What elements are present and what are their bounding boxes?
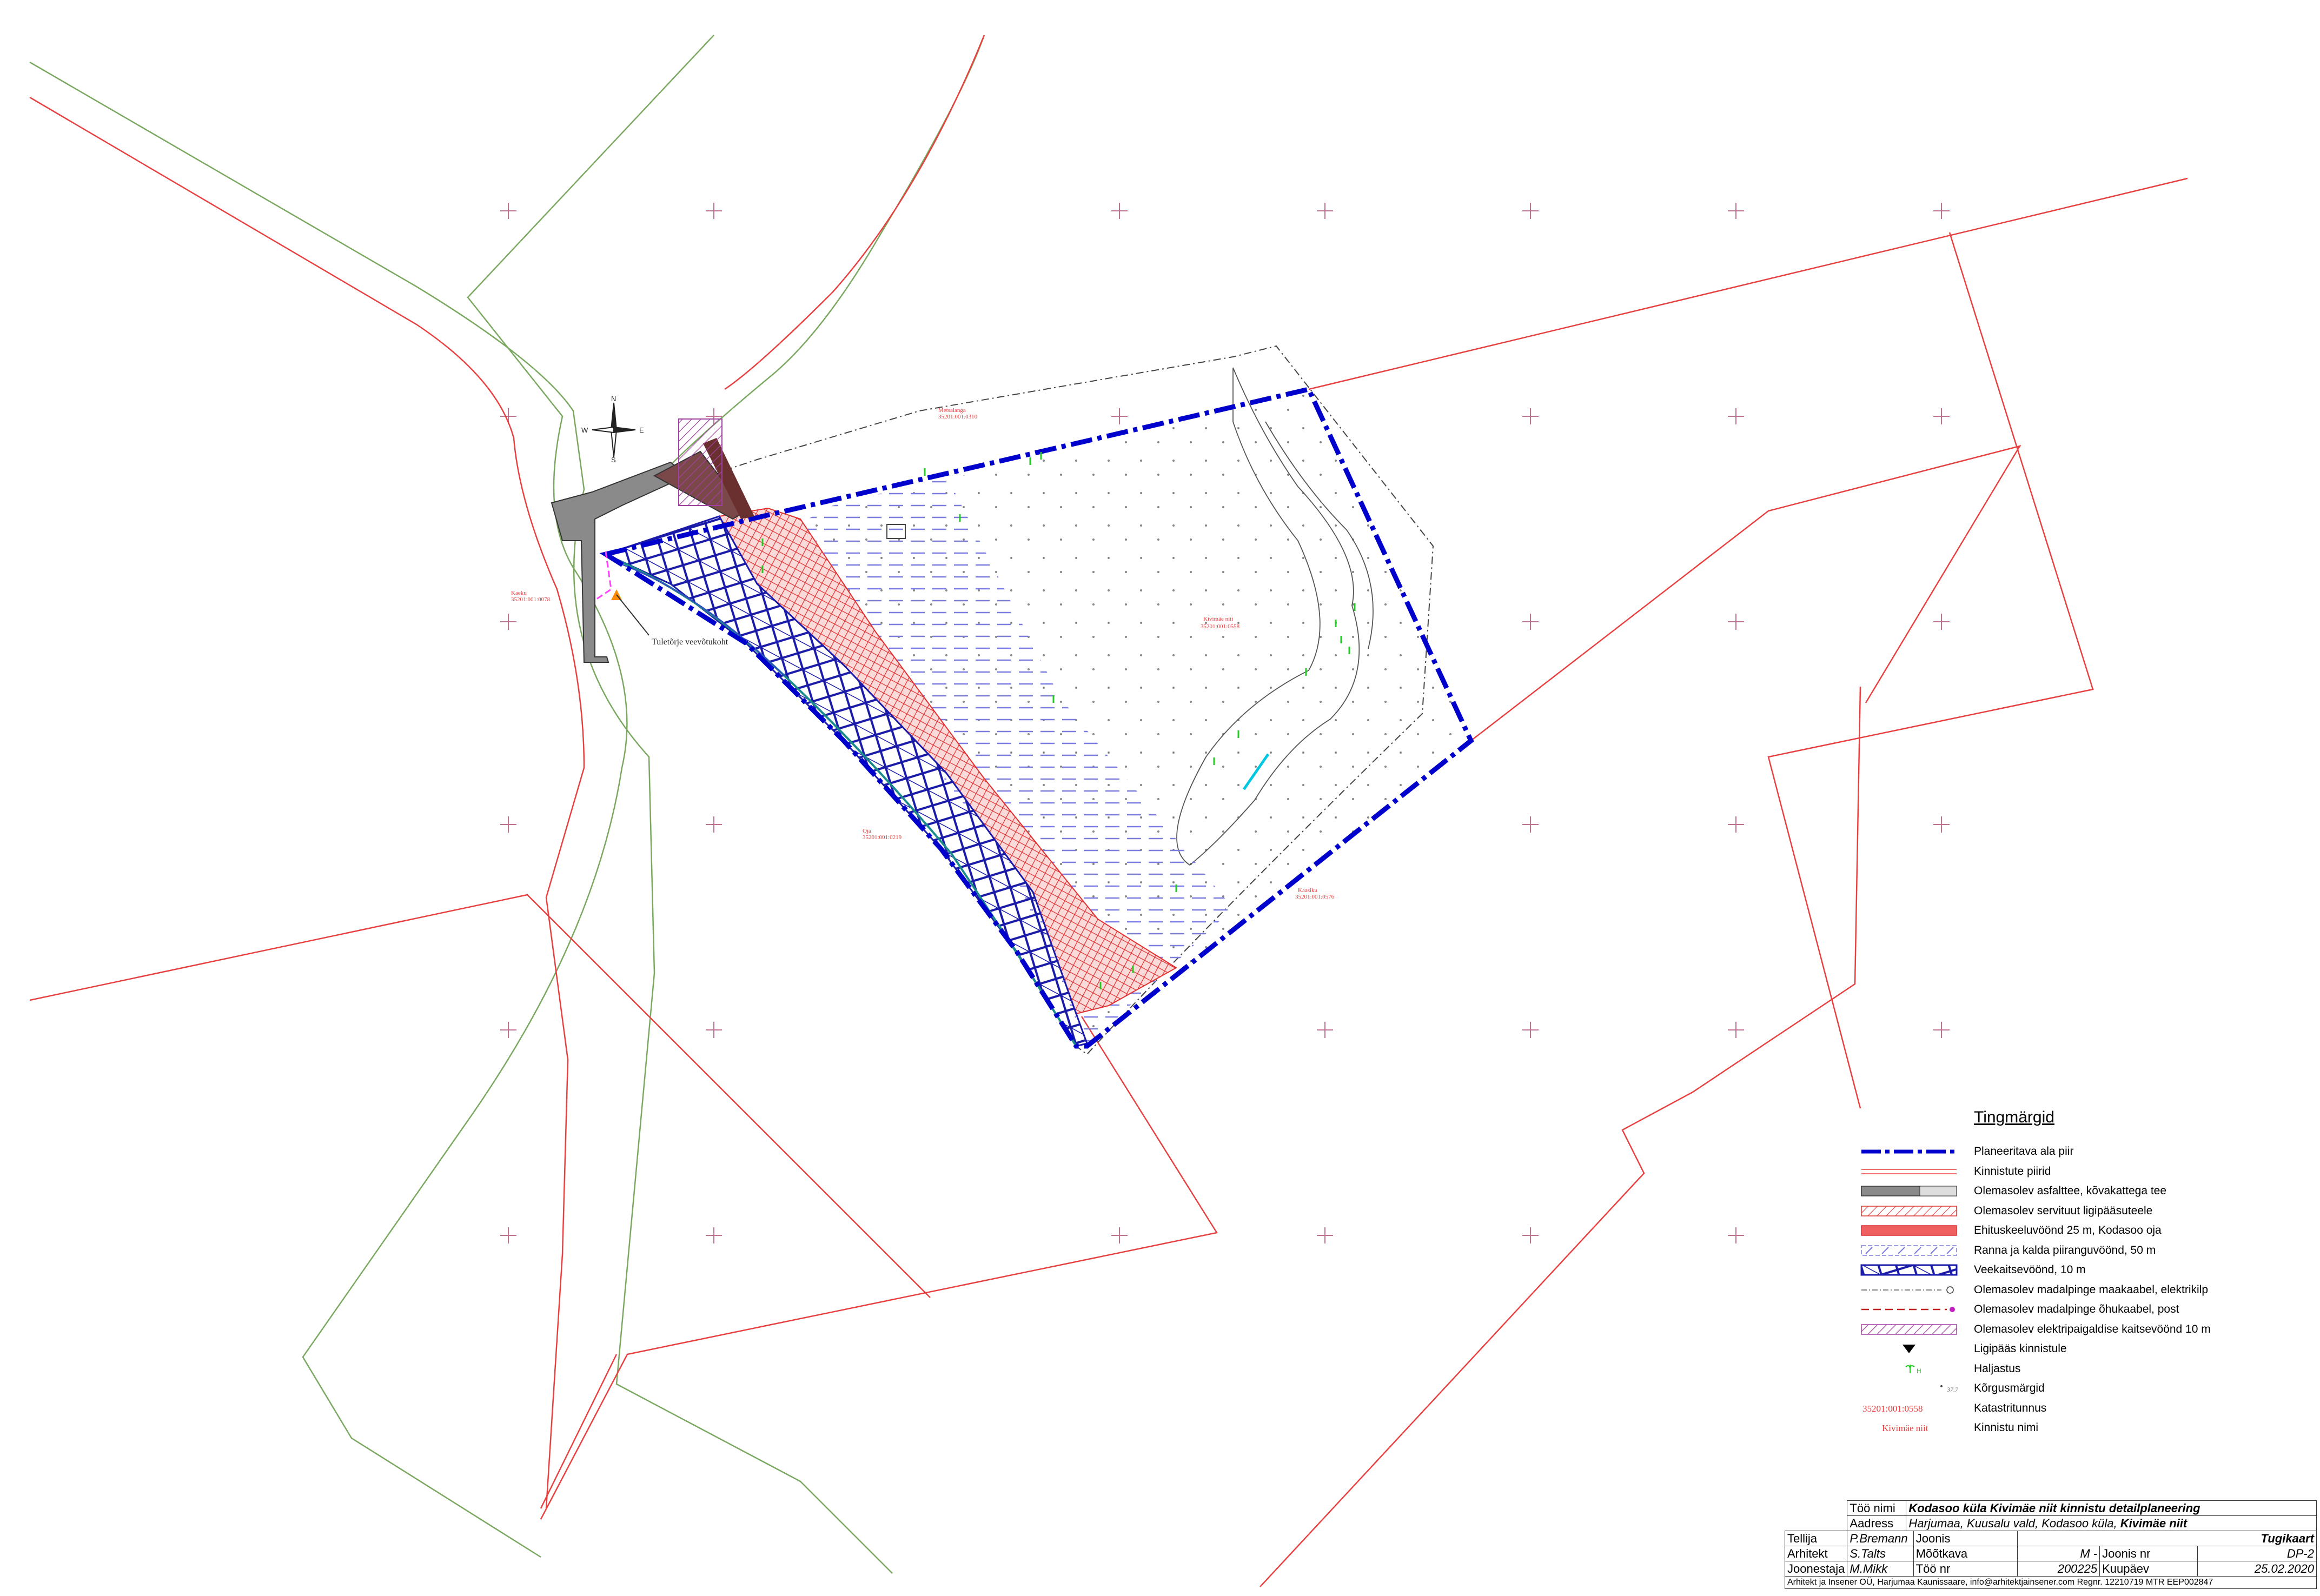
asphalt-symbol bbox=[1860, 1185, 1958, 1198]
parcel-label-main-cadastre: 35201:001:0558 bbox=[1201, 623, 1240, 630]
legend-title: Tingmärgid bbox=[1974, 1108, 2054, 1126]
svg-text:E: E bbox=[639, 426, 644, 434]
shore-zone bbox=[768, 476, 1233, 1046]
client: P.Bremann bbox=[1847, 1531, 1914, 1546]
electric-zone bbox=[678, 418, 722, 506]
asphalt-road bbox=[551, 461, 688, 663]
contours bbox=[1176, 367, 1374, 866]
svg-text:35201:001:0558: 35201:001:0558 bbox=[1862, 1404, 1923, 1414]
legend-item: H Haljastus bbox=[1860, 1359, 2315, 1379]
parcel-label-cadastre: 35201:001:0576 bbox=[1295, 894, 1335, 900]
svg-text:37.74: 37.74 bbox=[1946, 1386, 1958, 1393]
parcel-label-name: Kaasiku bbox=[1298, 887, 1318, 894]
legend-item: 35201:001:0558 Katastritunnus bbox=[1860, 1399, 2315, 1419]
parcel-label-name: Oja bbox=[863, 828, 871, 834]
legend-item: Ehituskeeluvöönd 25 m, Kodasoo oja bbox=[1860, 1221, 2315, 1241]
legend-item: Ranna ja kalda piiranguvöönd, 50 m bbox=[1860, 1241, 2315, 1261]
plan-boundary-symbol bbox=[1860, 1145, 1958, 1158]
cyan-line bbox=[1242, 753, 1270, 790]
legend-item: Planeeritava ala piir bbox=[1860, 1142, 2315, 1162]
svg-text:W: W bbox=[581, 426, 588, 434]
shore-zone-symbol bbox=[1860, 1244, 1958, 1257]
parcel-label-name: Kaeku bbox=[511, 590, 527, 596]
parcel-label-name: Metsalanga bbox=[938, 407, 966, 414]
legend: Tingmärgid Planeeritava ala piir Kinnist… bbox=[1860, 1108, 2315, 1438]
grid-crosses bbox=[500, 203, 1950, 1243]
drawing-number: DP-2 bbox=[2197, 1546, 2317, 1561]
drawing-name: Tugikaart bbox=[2017, 1531, 2317, 1546]
title-block: Töö nimi Kodasoo küla Kivimäe niit kinni… bbox=[1784, 1500, 2317, 1595]
water-zone-symbol bbox=[1860, 1264, 1958, 1276]
cadastre-text-icon: 35201:001:0558 bbox=[1860, 1402, 1958, 1415]
svg-text:S: S bbox=[611, 456, 616, 464]
drafter: M.Mikk bbox=[1847, 1561, 1914, 1577]
architect: S.Talts bbox=[1847, 1546, 1914, 1561]
servitude-symbol bbox=[1860, 1205, 1958, 1218]
legend-item: Olemasolev madalpinge maakaabel, elektri… bbox=[1860, 1280, 2315, 1300]
legend-item: Veekaitsevöönd, 10 m bbox=[1860, 1260, 2315, 1280]
work-number: 200225 bbox=[2017, 1561, 2100, 1577]
ground-cable-symbol bbox=[1860, 1284, 1958, 1296]
svg-text:N: N bbox=[611, 395, 616, 403]
legend-item: Ligipääs kinnistule bbox=[1860, 1339, 2315, 1359]
project-name: Kodasoo küla Kivimäe niit kinnistu detai… bbox=[1906, 1500, 2317, 1516]
parcel-label-cadastre: 35201:001:0078 bbox=[511, 596, 551, 603]
fire-point-label: Tuletõrje veevõtukoht bbox=[652, 637, 728, 647]
legend-item: Olemasolev asfalttee, kõvakattega tee bbox=[1860, 1181, 2315, 1201]
parcel-boundary-symbol bbox=[1860, 1165, 1958, 1178]
legend-item: Olemasolev servituut ligipääsuteele bbox=[1860, 1201, 2315, 1221]
plan-boundary bbox=[599, 386, 1474, 1049]
legend-item: Kivimäe niit Kinnistu nimi bbox=[1860, 1418, 2315, 1438]
company-footer: Arhitekt ja Insener OÜ, Harjumaa Kauniss… bbox=[1785, 1577, 2317, 1589]
building-icon bbox=[886, 524, 906, 539]
parcel-boundaries bbox=[29, 35, 2188, 1587]
svg-text:H: H bbox=[1917, 1367, 1921, 1375]
elevation-icon: 37.74 bbox=[1860, 1382, 1958, 1395]
project-address: Harjumaa, Kuusalu vald, Kodasoo küla, Ki… bbox=[1906, 1515, 2317, 1531]
legend-item: 37.74 Kõrgusmärgid bbox=[1860, 1379, 2315, 1399]
electric-zone-symbol bbox=[1860, 1323, 1958, 1336]
legend-item: Olemasolev elektripaigaldise kaitsevöönd… bbox=[1860, 1320, 2315, 1340]
road-edges bbox=[29, 35, 985, 1574]
greenery-markers bbox=[761, 452, 1356, 989]
overhead-cable-symbol bbox=[1860, 1303, 1958, 1316]
name-text-icon: Kivimäe niit bbox=[1860, 1421, 1958, 1434]
date: 25.02.2020 bbox=[2197, 1561, 2317, 1577]
parcel-label-main-name: Kivimäe niit bbox=[1203, 616, 1233, 622]
parcel-label-cadastre: 35201:001:0219 bbox=[863, 834, 902, 841]
restriction-zone-symbol bbox=[1860, 1224, 1958, 1237]
tree-icon: H bbox=[1860, 1362, 1958, 1375]
access-triangle-icon bbox=[1860, 1342, 1958, 1355]
svg-text:Kivimäe niit: Kivimäe niit bbox=[1882, 1423, 1928, 1433]
legend-item: Olemasolev madalpinge õhukaabel, post bbox=[1860, 1300, 2315, 1320]
legend-item: Kinnistute piirid bbox=[1860, 1162, 2315, 1182]
compass-icon bbox=[592, 402, 636, 457]
scale: M - bbox=[2017, 1546, 2100, 1561]
parcel-label-cadastre: 35201:001:0310 bbox=[938, 414, 978, 420]
